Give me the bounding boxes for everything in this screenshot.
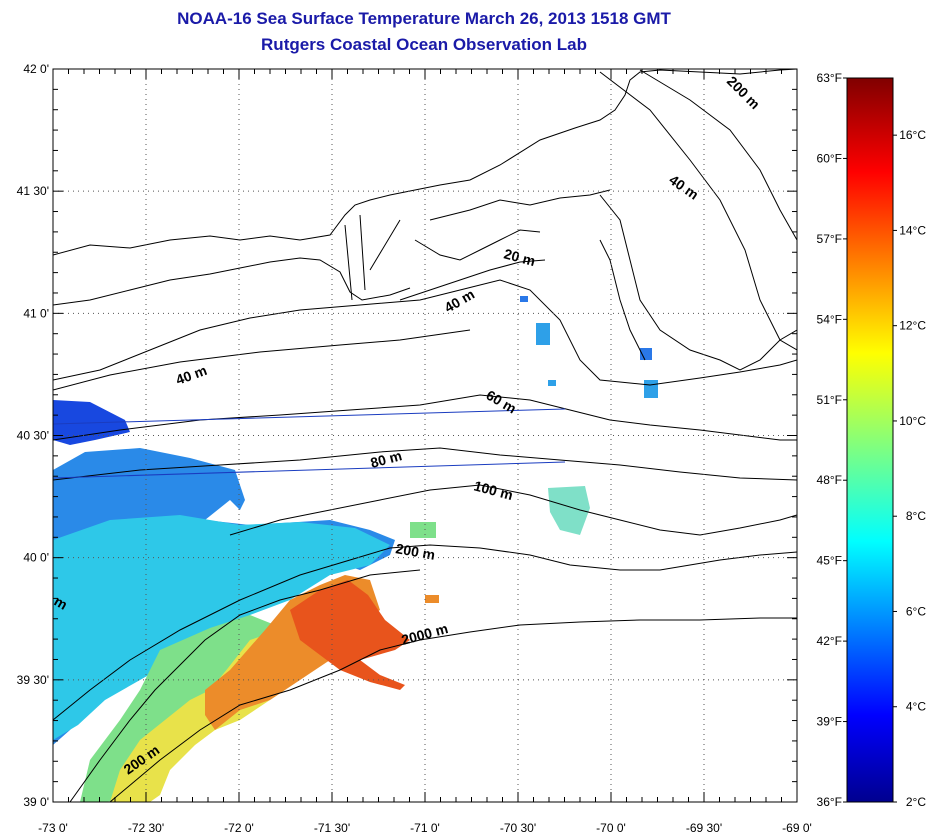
contour-200m-shelf (53, 544, 797, 721)
lat-label: 42 0' (23, 62, 49, 76)
map-title: NOAA-16 Sea Surface Temperature March 26… (177, 9, 671, 28)
map-subtitle: Rutgers Coastal Ocean Observation Lab (261, 35, 587, 54)
contour-200m-slope (69, 569, 421, 802)
lon-label: -73 0' (38, 821, 68, 835)
lon-label: -71 30' (314, 821, 350, 835)
colorbar (846, 77, 894, 803)
sst-patch-small-7 (410, 522, 436, 538)
coastline (53, 69, 797, 386)
colorbar-c-label: 4°C (906, 700, 926, 714)
axis-ticks (52, 68, 798, 803)
colorbar-f-label: 57°F (817, 232, 842, 246)
lon-label: -71 0' (410, 821, 440, 835)
contour-label: 200 m (394, 540, 436, 563)
colorbar-c-label: 8°C (906, 509, 926, 523)
colorbar-f-label: 63°F (817, 71, 842, 85)
sst-patch-small-3 (644, 380, 658, 398)
lat-label: 41 30' (17, 184, 49, 198)
colorbar-f-label: 60°F (817, 151, 842, 165)
colorbar-celsius-labels: 2°C 4°C 6°C 8°C 10°C 12°C 14°C 16°C (893, 128, 926, 809)
colorbar-f-label: 45°F (817, 554, 842, 568)
sst-patch-offshore (548, 486, 590, 535)
sst-patch-small-1 (536, 323, 550, 345)
colorbar-f-label: 48°F (817, 473, 842, 487)
sst-field (53, 296, 658, 802)
lat-label: 40 30' (17, 429, 49, 443)
contour-2000m (109, 617, 797, 802)
sst-patch-small-5 (548, 380, 556, 386)
colorbar-f-label: 36°F (817, 795, 842, 809)
contour-label: 40 m (174, 362, 209, 388)
swath-lines (52, 408, 566, 479)
contour-label: 200 m (724, 73, 763, 112)
contour-north-200m (639, 69, 797, 241)
sst-patch-red (290, 580, 410, 690)
contour-north-40m (599, 71, 797, 351)
contour-100m (229, 484, 797, 536)
contour-label: 100 m (472, 477, 514, 503)
lon-label: -72 0' (224, 821, 254, 835)
colorbar-c-label: 12°C (899, 319, 926, 333)
colorbar-c-label: 14°C (899, 223, 926, 237)
latitude-labels: 39 0' 39 30' 40 0' 40 30' 41 0' 41 30' 42 0' (17, 62, 49, 809)
graticule (53, 69, 797, 802)
sst-patch-small-4 (520, 296, 528, 302)
lon-label: -69 30' (686, 821, 722, 835)
colorbar-c-label: 2°C (906, 795, 926, 809)
contour-label: 40 m (666, 171, 701, 202)
lon-label: -69 0' (782, 821, 812, 835)
contour-label: 20 m (502, 245, 537, 269)
depth-contours (53, 69, 797, 802)
contour-label: 60 m (484, 387, 520, 417)
contour-20m (399, 259, 546, 301)
colorbar-fahrenheit-labels: 36°F 39°F 42°F 45°F 48°F 51°F 54°F 57°F 60°F 63°F (817, 71, 847, 809)
lon-label: -70 0' (596, 821, 626, 835)
colorbar-f-label: 51°F (817, 393, 842, 407)
lat-label: 39 30' (17, 673, 49, 687)
lat-label: 41 0' (23, 306, 49, 320)
contour-40m-west (53, 329, 471, 391)
colorbar-f-label: 42°F (817, 634, 842, 648)
colorbar-f-label: 54°F (817, 312, 842, 326)
contour-80m (53, 447, 797, 481)
contour-label: 80 m (369, 447, 404, 471)
longitude-labels: -73 0' -72 30' -72 0' -71 30' -71 0' -70 30' -… (38, 821, 812, 835)
colorbar-c-label: 10°C (899, 414, 926, 428)
contour-60m (53, 394, 797, 441)
lon-label: -72 30' (128, 821, 164, 835)
lat-label: 40 0' (23, 551, 49, 565)
colorbar-c-label: 6°C (906, 604, 926, 618)
colorbar-f-label: 39°F (817, 715, 842, 729)
colorbar-c-label: 16°C (899, 128, 926, 142)
sst-patch-small-6 (425, 595, 439, 603)
sst-patch-green (80, 615, 275, 802)
lon-label: -70 30' (500, 821, 536, 835)
lat-label: 39 0' (23, 795, 49, 809)
